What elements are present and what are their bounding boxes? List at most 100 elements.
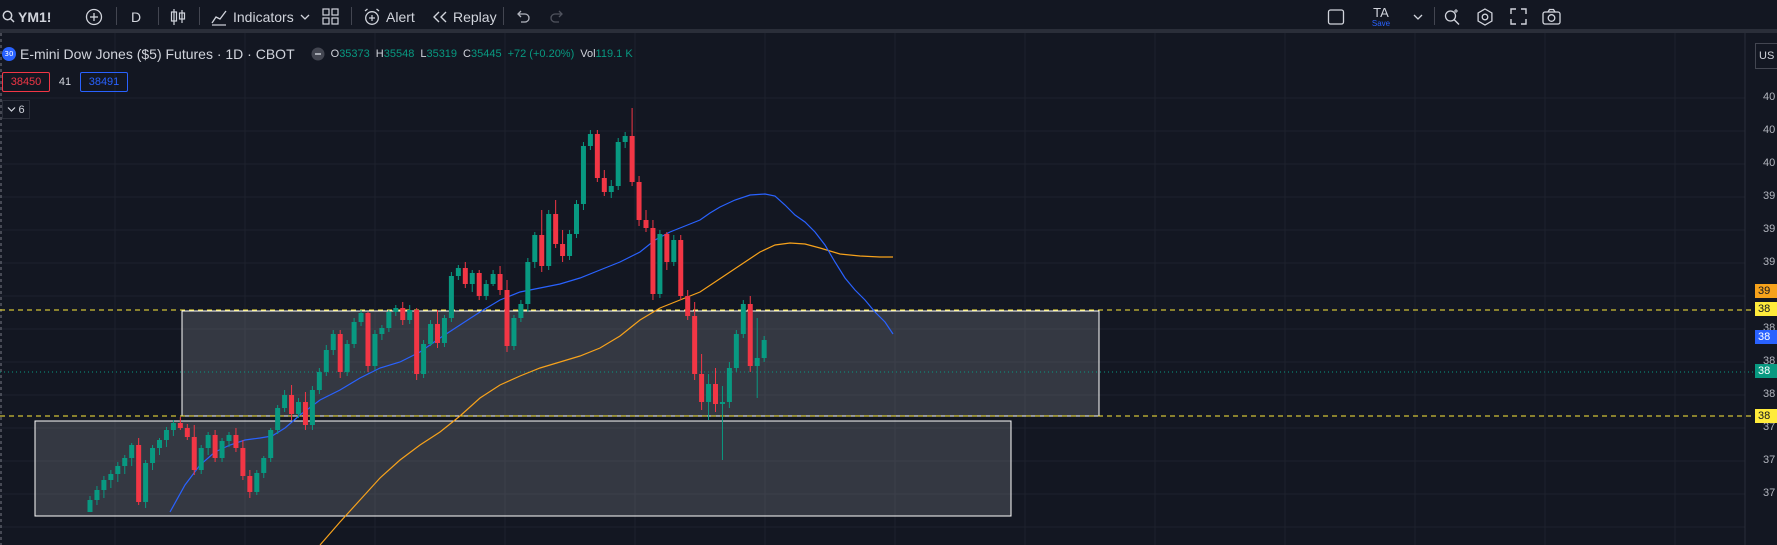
open-value: 35373 [339,48,370,60]
replay-button[interactable]: Replay [432,0,497,33]
currency-button[interactable]: US [1755,43,1777,69]
candle-up [740,304,746,334]
symbol-search-button[interactable]: YM1! [2,0,51,33]
close-value: 35445 [471,48,502,60]
alert-button[interactable]: Alert [363,0,415,33]
price-axis-tag: 38 [1755,330,1777,344]
chart-canvas[interactable] [0,33,1777,545]
candle-down [601,178,607,192]
indicators-button[interactable]: Indicators [210,0,294,33]
quick-search-button[interactable] [1443,0,1461,33]
candle-up [483,284,489,296]
price-axis-label: 40 [1763,91,1776,103]
candle-up [372,334,378,366]
candle-up [421,344,427,374]
series-legend[interactable]: 30 E-mini Dow Jones ($5) Futures · 1D · … [0,43,633,65]
candle-down [184,428,190,437]
candles-icon [170,8,186,26]
price-axis-tag: 38 [1755,409,1777,423]
layout-save-status: Save [1371,18,1391,28]
candle-up [198,448,204,470]
layout-select-button[interactable] [1327,0,1345,33]
candle-down [289,395,295,414]
candle-up [205,435,211,448]
symbol-label: YM1! [18,8,52,25]
top-toolbar: YM1! D Indicators Alert [0,0,1777,33]
candle-up [101,480,107,490]
undo-icon [515,10,531,24]
fullscreen-button[interactable] [1510,0,1527,33]
gear-icon [1476,7,1494,26]
candle-up [323,350,329,372]
zones-layer [34,310,1100,517]
candle-up [525,262,531,304]
buy-price-button[interactable]: 38491 [80,72,128,92]
candle-down [476,273,482,296]
volume-label: Vol [580,48,596,60]
chevron-down-icon [1413,13,1423,21]
square-icon [1327,8,1345,26]
candle-up [344,344,350,372]
indicators-collapse-toggle[interactable]: 6 [2,100,30,119]
indicator-templates-button[interactable] [300,0,310,33]
replay-label: Replay [453,8,497,25]
candle-up [546,214,552,266]
snapshot-button[interactable] [1542,0,1561,33]
candle-down [233,435,239,448]
spread-value: 41 [58,76,72,88]
candle-up [754,358,760,366]
candlestick-series[interactable] [87,108,767,512]
candle-up [157,440,162,448]
candle-up [574,204,579,234]
high-label: H [375,48,384,60]
candle-down [594,134,600,178]
compare-symbol-button[interactable] [85,0,103,33]
candle-down [337,334,343,372]
layout-name-button[interactable]: TA Save [1366,0,1396,33]
layout-name: TA [1373,4,1389,20]
candle-up [309,390,315,425]
alert-label: Alert [386,8,415,25]
range-zone-rectangle[interactable] [181,310,1100,417]
chart-type-button[interactable] [170,0,186,33]
hide-legend-icon[interactable] [311,47,325,61]
sell-price-button[interactable]: 38450 [2,72,50,92]
candle-up [108,474,114,480]
candle-up [226,435,232,441]
candle-up [511,318,517,346]
candle-down [247,476,253,492]
candle-up [254,473,260,492]
candle-down [560,244,566,256]
open-label: O [330,48,340,60]
candle-down [664,234,670,262]
candle-down [713,384,718,404]
layout-menu-button[interactable] [1413,0,1423,33]
candle-down [636,182,642,220]
candle-up [490,274,496,284]
candle-up [351,322,357,344]
settings-button[interactable] [1476,0,1494,33]
interval-button[interactable]: D [131,8,142,25]
candle-down [747,304,753,366]
price-axis-tag: 38 [1755,364,1777,378]
close-label: C [463,48,471,60]
candle-down [240,448,246,476]
candle-up [379,328,385,334]
layout-grid-button[interactable] [322,0,339,33]
candle-down [539,235,545,266]
moving-average-fast-line[interactable] [169,193,894,513]
candle-up [143,463,149,502]
toolbar-divider [158,7,159,25]
candle-up [733,334,739,368]
candle-up [122,458,128,466]
moving-average-slow-line[interactable] [319,242,893,545]
demand-zone-rectangle[interactable] [34,420,1012,517]
undo-button[interactable] [515,0,531,33]
candle-up [115,466,121,474]
candle-up [532,235,538,262]
candle-down [643,220,649,228]
candle-down [650,228,656,294]
price-axis-label: 37 [1763,421,1776,433]
candle-down [497,274,503,290]
redo-button[interactable] [549,0,565,33]
